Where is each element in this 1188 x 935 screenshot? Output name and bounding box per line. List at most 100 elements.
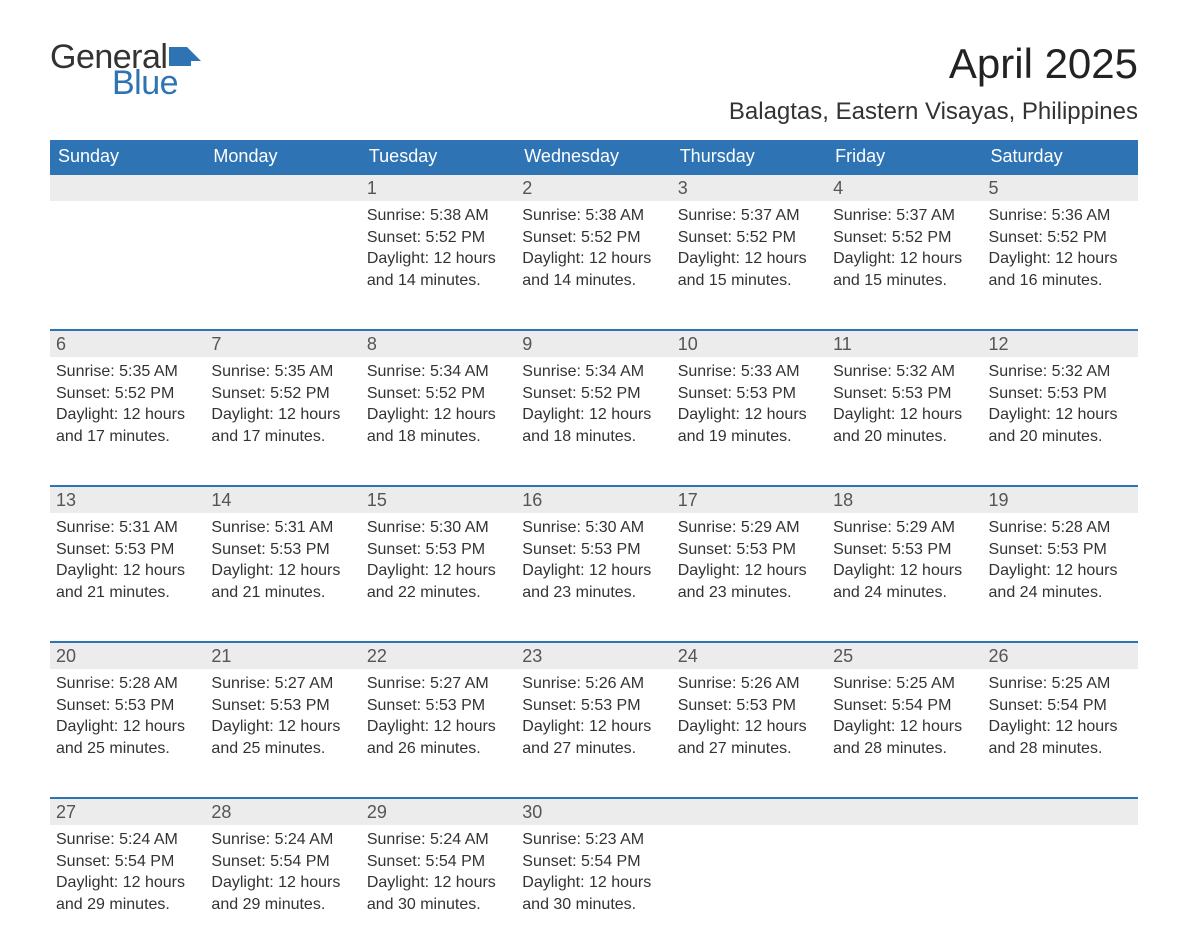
day-cell: 28Sunrise: 5:24 AMSunset: 5:54 PMDayligh… (205, 799, 360, 935)
day-number: 24 (672, 643, 827, 669)
sunset-line: Sunset: 5:54 PM (56, 851, 199, 873)
day-number: 10 (672, 331, 827, 357)
day-number: 4 (827, 175, 982, 201)
day-number: 7 (205, 331, 360, 357)
day-cell: 26Sunrise: 5:25 AMSunset: 5:54 PMDayligh… (983, 643, 1138, 779)
daylight-line: Daylight: 12 hours and 14 minutes. (367, 248, 510, 291)
day-number: 1 (361, 175, 516, 201)
sunset-line: Sunset: 5:53 PM (56, 539, 199, 561)
daylight-line: Daylight: 12 hours and 15 minutes. (678, 248, 821, 291)
daylight-line: Daylight: 12 hours and 28 minutes. (989, 716, 1132, 759)
day-number: 12 (983, 331, 1138, 357)
sunrise-line: Sunrise: 5:32 AM (833, 361, 976, 383)
day-cell (672, 799, 827, 935)
day-cell: 25Sunrise: 5:25 AMSunset: 5:54 PMDayligh… (827, 643, 982, 779)
day-cell: 19Sunrise: 5:28 AMSunset: 5:53 PMDayligh… (983, 487, 1138, 623)
day-cell: 5Sunrise: 5:36 AMSunset: 5:52 PMDaylight… (983, 175, 1138, 311)
sunrise-line: Sunrise: 5:23 AM (522, 829, 665, 851)
day-cell: 13Sunrise: 5:31 AMSunset: 5:53 PMDayligh… (50, 487, 205, 623)
sunrise-line: Sunrise: 5:29 AM (833, 517, 976, 539)
day-cell (983, 799, 1138, 935)
day-content: Sunrise: 5:28 AMSunset: 5:53 PMDaylight:… (983, 513, 1138, 623)
daylight-line: Daylight: 12 hours and 14 minutes. (522, 248, 665, 291)
day-number: 15 (361, 487, 516, 513)
day-cell: 10Sunrise: 5:33 AMSunset: 5:53 PMDayligh… (672, 331, 827, 467)
sunset-line: Sunset: 5:52 PM (367, 227, 510, 249)
day-content: Sunrise: 5:23 AMSunset: 5:54 PMDaylight:… (516, 825, 671, 935)
day-number: 25 (827, 643, 982, 669)
weeks-container: 1Sunrise: 5:38 AMSunset: 5:52 PMDaylight… (50, 173, 1138, 935)
day-number: 17 (672, 487, 827, 513)
weekday-header: Thursday (672, 140, 827, 173)
day-number: 21 (205, 643, 360, 669)
day-cell: 4Sunrise: 5:37 AMSunset: 5:52 PMDaylight… (827, 175, 982, 311)
sunset-line: Sunset: 5:52 PM (367, 383, 510, 405)
sunrise-line: Sunrise: 5:30 AM (367, 517, 510, 539)
daylight-line: Daylight: 12 hours and 25 minutes. (211, 716, 354, 759)
day-content: Sunrise: 5:35 AMSunset: 5:52 PMDaylight:… (205, 357, 360, 467)
day-cell: 1 Sunrise: 5:38 AMSunset: 5:52 PMDaylight… (361, 175, 516, 311)
day-content: Sunrise: 5:38 AMSunset: 5:52 PMDaylight:… (516, 201, 671, 311)
day-content: Sunrise: 5:31 AMSunset: 5:53 PMDaylight:… (50, 513, 205, 623)
sunrise-line: Sunrise: 5:38 AM (367, 205, 510, 227)
sunset-line: Sunset: 5:53 PM (833, 539, 976, 561)
sunset-line: Sunset: 5:52 PM (989, 227, 1132, 249)
day-number: 14 (205, 487, 360, 513)
daylight-line: Daylight: 12 hours and 24 minutes. (833, 560, 976, 603)
sunset-line: Sunset: 5:54 PM (989, 695, 1132, 717)
day-number: 13 (50, 487, 205, 513)
day-cell: 27Sunrise: 5:24 AMSunset: 5:54 PMDayligh… (50, 799, 205, 935)
day-content: Sunrise: 5:24 AMSunset: 5:54 PMDaylight:… (50, 825, 205, 935)
day-number: 30 (516, 799, 671, 825)
day-number: 19 (983, 487, 1138, 513)
sunrise-line: Sunrise: 5:34 AM (367, 361, 510, 383)
sunset-line: Sunset: 5:53 PM (833, 383, 976, 405)
daylight-line: Daylight: 12 hours and 30 minutes. (367, 872, 510, 915)
day-cell: 11Sunrise: 5:32 AMSunset: 5:53 PMDayligh… (827, 331, 982, 467)
sunrise-line: Sunrise: 5:35 AM (56, 361, 199, 383)
week-row: 27Sunrise: 5:24 AMSunset: 5:54 PMDayligh… (50, 797, 1138, 935)
daylight-line: Daylight: 12 hours and 29 minutes. (211, 872, 354, 915)
day-cell: 3Sunrise: 5:37 AMSunset: 5:52 PMDaylight… (672, 175, 827, 311)
sunrise-line: Sunrise: 5:38 AM (522, 205, 665, 227)
sunrise-line: Sunrise: 5:26 AM (678, 673, 821, 695)
day-number: 22 (361, 643, 516, 669)
day-number: 11 (827, 331, 982, 357)
day-cell: 22Sunrise: 5:27 AMSunset: 5:53 PMDayligh… (361, 643, 516, 779)
day-number: 8 (361, 331, 516, 357)
day-cell: 17Sunrise: 5:29 AMSunset: 5:53 PMDayligh… (672, 487, 827, 623)
sunrise-line: Sunrise: 5:26 AM (522, 673, 665, 695)
sunrise-line: Sunrise: 5:27 AM (367, 673, 510, 695)
day-content: Sunrise: 5:25 AMSunset: 5:54 PMDaylight:… (827, 669, 982, 779)
day-cell: 9Sunrise: 5:34 AMSunset: 5:52 PMDaylight… (516, 331, 671, 467)
day-content: Sunrise: 5:34 AMSunset: 5:52 PMDaylight:… (361, 357, 516, 467)
day-cell: 8Sunrise: 5:34 AMSunset: 5:52 PMDaylight… (361, 331, 516, 467)
day-number: 26 (983, 643, 1138, 669)
weekday-header: Tuesday (361, 140, 516, 173)
day-cell: 29Sunrise: 5:24 AMSunset: 5:54 PMDayligh… (361, 799, 516, 935)
sunset-line: Sunset: 5:54 PM (833, 695, 976, 717)
sunset-line: Sunset: 5:53 PM (989, 383, 1132, 405)
daylight-line: Daylight: 12 hours and 30 minutes. (522, 872, 665, 915)
day-cell: 14Sunrise: 5:31 AMSunset: 5:53 PMDayligh… (205, 487, 360, 623)
day-number: 23 (516, 643, 671, 669)
sunset-line: Sunset: 5:53 PM (367, 695, 510, 717)
sunset-line: Sunset: 5:53 PM (211, 539, 354, 561)
day-cell: 30Sunrise: 5:23 AMSunset: 5:54 PMDayligh… (516, 799, 671, 935)
daylight-line: Daylight: 12 hours and 19 minutes. (678, 404, 821, 447)
sunset-line: Sunset: 5:52 PM (211, 383, 354, 405)
day-cell: 12Sunrise: 5:32 AMSunset: 5:53 PMDayligh… (983, 331, 1138, 467)
weekday-header: Saturday (983, 140, 1138, 173)
week-row: 13Sunrise: 5:31 AMSunset: 5:53 PMDayligh… (50, 485, 1138, 623)
sunset-line: Sunset: 5:53 PM (678, 539, 821, 561)
empty-day-number (205, 175, 360, 201)
daylight-line: Daylight: 12 hours and 21 minutes. (56, 560, 199, 603)
day-number: 29 (361, 799, 516, 825)
day-content: Sunrise: 5:24 AMSunset: 5:54 PMDaylight:… (205, 825, 360, 935)
day-content: Sunrise: 5:33 AMSunset: 5:53 PMDaylight:… (672, 357, 827, 467)
day-cell: 2Sunrise: 5:38 AMSunset: 5:52 PMDaylight… (516, 175, 671, 311)
sunset-line: Sunset: 5:52 PM (56, 383, 199, 405)
weekday-header: Friday (827, 140, 982, 173)
sunrise-line: Sunrise: 5:31 AM (56, 517, 199, 539)
sunrise-line: Sunrise: 5:30 AM (522, 517, 665, 539)
